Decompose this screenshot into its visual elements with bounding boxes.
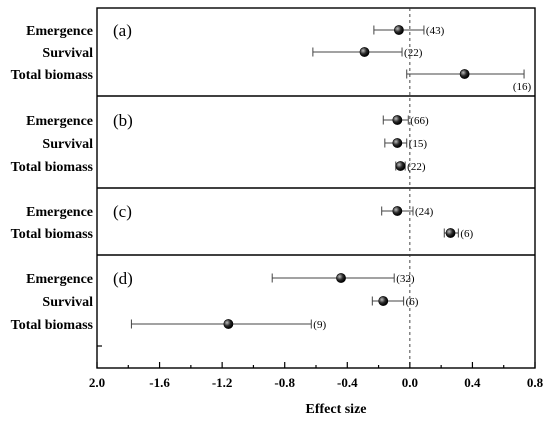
row-label: Survival	[42, 295, 93, 310]
mean-point	[445, 228, 456, 238]
row-label: Emergence	[26, 205, 93, 220]
row-emergence: Emergence (32)	[26, 272, 415, 287]
x-tick-label: -1.6	[149, 375, 170, 390]
row-total-biomass: Total biomass (22)	[11, 160, 426, 175]
panel-b: (b) Emergence (66) Survival (15) Total biomas…	[11, 111, 429, 175]
panel-label: (d)	[113, 269, 133, 288]
sample-size-label: (32)	[396, 273, 415, 285]
plot-frame	[96, 7, 536, 369]
row-total-biomass: Total biomass (9)	[11, 318, 327, 333]
row-label: Total biomass	[11, 318, 94, 333]
row-survival: Survival (22)	[42, 46, 422, 61]
panels: (a)Emergence (43)Survival (22)Total biomas…	[11, 21, 532, 333]
x-tick-label: -0.4	[337, 375, 358, 390]
row-label: Emergence	[26, 272, 93, 287]
row-emergence: Emergence (66)	[26, 114, 429, 129]
sample-size-label: (15)	[409, 138, 428, 150]
row-label: Total biomass	[11, 160, 94, 175]
sample-size-label: (66)	[410, 115, 429, 127]
x-tick-label: 0.8	[527, 375, 544, 390]
x-tick-label: -0.8	[274, 375, 295, 390]
row-label: Emergence	[26, 114, 93, 129]
row-label: Survival	[42, 46, 93, 61]
panel-d: (d) Emergence (32) Survival (6) Total biomass…	[11, 269, 419, 333]
x-tick-label: 2.0	[89, 375, 105, 390]
sample-size-label: (6)	[460, 228, 473, 240]
row-total-biomass: Total biomass (6)	[11, 227, 474, 242]
mean-point	[392, 138, 403, 148]
mean-point	[395, 161, 406, 171]
row-label: Emergence	[26, 24, 93, 39]
x-tick-label: 0.4	[464, 375, 481, 390]
sample-size-label: (6)	[406, 296, 419, 308]
row-survival: Survival (15)	[42, 137, 427, 152]
row-emergence: Emergence (43)	[26, 24, 444, 39]
panel-label: (b)	[113, 111, 133, 130]
sample-size-label: (16)	[513, 81, 532, 93]
row-label: Total biomass	[11, 227, 94, 242]
x-tick-label: -1.2	[212, 375, 233, 390]
mean-point	[336, 273, 346, 283]
sample-size-label: (22)	[407, 161, 426, 173]
mean-point	[359, 47, 370, 57]
x-tick-label: 0.0	[402, 375, 418, 390]
mean-point	[459, 69, 470, 79]
panel-c: (c) Emergence (24) Total biomass (6)	[11, 202, 474, 242]
sample-size-label: (22)	[404, 47, 423, 59]
row-total-biomass: Total biomass (16)	[11, 68, 532, 93]
panel-label: (c)	[113, 202, 132, 221]
sample-size-label: (9)	[313, 319, 326, 331]
row-label: Total biomass	[11, 68, 94, 83]
sample-size-label: (24)	[415, 206, 434, 218]
row-emergence: Emergence (24)	[26, 205, 434, 220]
row-label: Survival	[42, 137, 93, 152]
mean-point	[394, 25, 404, 35]
mean-point	[223, 319, 234, 329]
mean-point	[392, 115, 403, 125]
sample-size-label: (43)	[426, 25, 445, 37]
mean-point	[392, 206, 403, 216]
mean-point	[378, 296, 389, 306]
x-axis: 2.0 -1.6 -1.2 -0.8 -0.4 0.0 0.4 0.8	[89, 362, 544, 390]
panel-label: (a)	[113, 21, 132, 40]
panel-a: (a) Emergence (43) Survival (22) Total biomas…	[11, 21, 532, 93]
row-survival: Survival (6)	[42, 295, 418, 310]
x-axis-title: Effect size	[305, 402, 366, 417]
